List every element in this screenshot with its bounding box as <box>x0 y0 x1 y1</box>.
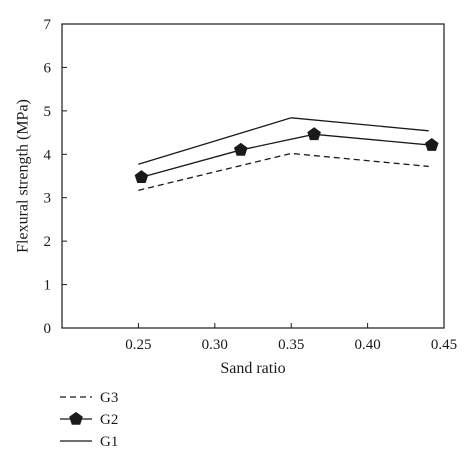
series-g2 <box>134 127 439 184</box>
series-g1 <box>138 117 429 165</box>
data-point-g2 <box>234 142 248 156</box>
y-tick-label: 3 <box>44 191 52 207</box>
x-axis-label: Sand ratio <box>220 360 285 377</box>
series-line-g3 <box>138 152 429 191</box>
series-line-g2 <box>141 133 432 178</box>
legend-item-g3: G3 <box>60 390 118 406</box>
legend-label-g1: G1 <box>100 434 118 450</box>
x-axis: 0.25 0.30 0.35 0.40 0.45 <box>125 323 457 353</box>
y-axis: 0 1 2 3 4 5 6 7 <box>44 17 67 337</box>
x-tick-label: 0.35 <box>278 337 304 353</box>
series-line-g1 <box>138 117 429 165</box>
x-tick-label: 0.45 <box>431 337 457 353</box>
y-tick-label: 7 <box>44 17 52 33</box>
data-point-g2 <box>425 138 439 151</box>
x-tick-label: 0.30 <box>202 337 228 353</box>
y-tick-label: 5 <box>44 104 52 120</box>
plot-frame <box>61 23 445 329</box>
y-tick-label: 6 <box>44 60 52 76</box>
y-tick-label: 0 <box>44 321 52 337</box>
series-g3 <box>138 152 429 191</box>
legend-item-g1: G1 <box>60 434 118 450</box>
y-tick-label: 2 <box>44 234 52 250</box>
y-axis-label: Flexural strength (MPa) <box>15 99 32 253</box>
y-tick-label: 4 <box>44 147 52 163</box>
data-point-g2 <box>307 127 321 141</box>
x-tick-label: 0.40 <box>354 337 380 353</box>
x-tick-label: 0.25 <box>125 337 151 353</box>
legend-item-g2: G2 <box>60 411 118 428</box>
legend: G3 G2 G1 <box>60 390 118 450</box>
legend-label-g3: G3 <box>100 390 118 406</box>
data-point-g2 <box>134 170 149 184</box>
series-layer <box>134 117 439 191</box>
y-tick-label: 1 <box>44 278 52 294</box>
plot-area <box>61 23 445 329</box>
legend-marker-g2 <box>69 411 83 425</box>
legend-label-g2: G2 <box>100 412 118 428</box>
